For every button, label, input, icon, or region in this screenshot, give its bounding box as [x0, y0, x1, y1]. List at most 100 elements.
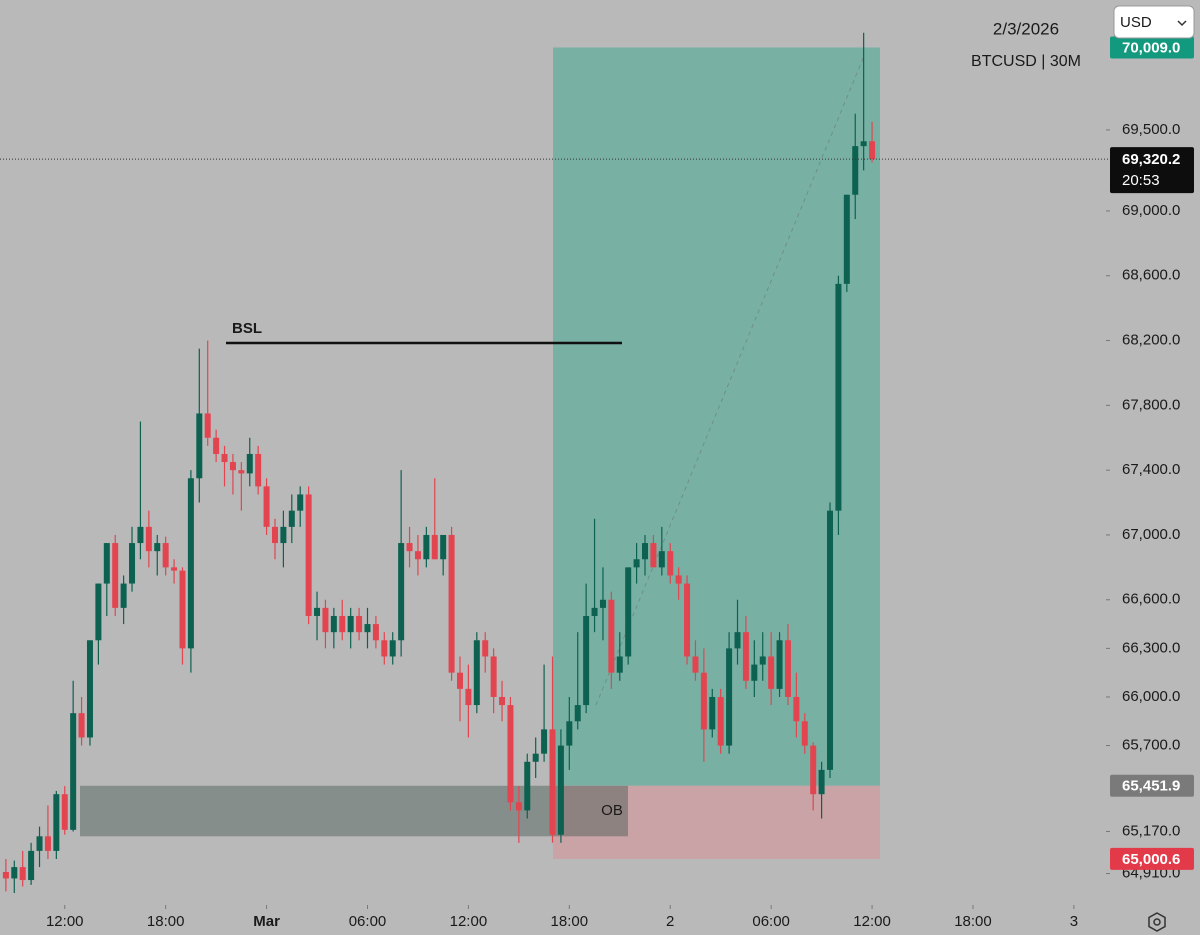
candle-body — [364, 624, 371, 633]
candle-body — [633, 559, 640, 568]
candle-body — [162, 543, 169, 568]
stop-zone — [553, 785, 880, 859]
candle-body — [599, 599, 606, 608]
candle-body — [482, 640, 489, 657]
candle-body — [330, 615, 337, 633]
candle-body — [339, 615, 346, 633]
x-tick-label: 12:00 — [46, 913, 84, 930]
y-tick-label: 66,300.0 — [1122, 639, 1180, 656]
bsl-label: BSL — [232, 320, 262, 337]
candle-body — [776, 640, 783, 689]
candle-body — [204, 413, 211, 438]
x-tick-label: 18:00 — [954, 913, 992, 930]
candle-body — [566, 721, 573, 746]
target-tag-label: 70,009.0 — [1122, 39, 1180, 56]
candle-body — [784, 640, 791, 697]
last-price-label: 69,320.2 — [1122, 151, 1180, 168]
candle-body — [95, 583, 102, 641]
candle-body — [372, 624, 379, 641]
candle-body — [625, 567, 632, 657]
candle-body — [398, 543, 405, 641]
candle-body — [768, 656, 775, 689]
candle-body — [591, 607, 598, 616]
candle-body — [137, 526, 144, 544]
x-tick-label: Mar — [253, 913, 280, 930]
candle-body — [414, 551, 421, 560]
candle-body — [381, 640, 388, 657]
candle-body — [129, 543, 136, 584]
candle-body — [801, 721, 808, 746]
x-tick-label: 3 — [1070, 913, 1078, 930]
candle-body — [524, 761, 531, 811]
candle-body — [843, 194, 850, 284]
candle-body — [734, 632, 741, 649]
candle-body — [196, 413, 203, 479]
candle-body — [448, 534, 455, 673]
candle-body — [246, 453, 253, 474]
candle-body — [490, 656, 497, 697]
candle-body — [70, 713, 77, 830]
candle-body — [44, 836, 51, 851]
candle-body — [717, 696, 724, 746]
settings-icon[interactable] — [1148, 912, 1166, 932]
x-tick-label: 06:00 — [349, 913, 387, 930]
candle-body — [557, 745, 564, 835]
candle-body — [869, 141, 876, 160]
candle-body — [515, 802, 522, 811]
entry-tag-box — [1110, 774, 1194, 797]
trend-dash — [595, 55, 865, 706]
candle-body — [145, 526, 152, 552]
ob-zone — [80, 785, 628, 837]
y-tick-label: 68,600.0 — [1122, 267, 1180, 284]
settings-icon-dot — [1153, 918, 1161, 926]
candle-body — [692, 656, 699, 673]
candle-body — [322, 607, 329, 633]
candle-body — [314, 607, 321, 616]
candle-body — [793, 696, 800, 722]
chart-symbol: BTCUSD | 30M — [971, 53, 1081, 70]
candle-body — [583, 615, 590, 706]
candle-body — [675, 575, 682, 584]
y-tick-label: 69,500.0 — [1122, 121, 1180, 138]
candle-body — [389, 640, 396, 657]
candle-body — [305, 494, 312, 616]
candle-body — [297, 494, 304, 511]
candle-body — [213, 437, 220, 454]
last-price-box — [1110, 147, 1194, 194]
y-tick-label: 65,170.0 — [1122, 822, 1180, 839]
candle-body — [473, 640, 480, 706]
y-tick-label: 65,700.0 — [1122, 737, 1180, 754]
candle-body — [726, 648, 733, 746]
countdown-label: 20:53 — [1122, 172, 1160, 189]
candle-body — [112, 543, 119, 608]
currency-dropdown[interactable] — [1113, 5, 1195, 39]
candle-body — [406, 543, 413, 552]
target-zone — [553, 47, 880, 786]
x-tick-label: 18:00 — [551, 913, 589, 930]
stop-tag-label: 65,000.6 — [1122, 851, 1180, 868]
y-tick-label: 66,000.0 — [1122, 688, 1180, 705]
candle-body — [541, 729, 548, 754]
dropdown-caret — [1177, 20, 1187, 27]
currency-label[interactable]: USD — [1120, 14, 1152, 31]
x-tick-label: 18:00 — [147, 913, 185, 930]
candle-body — [709, 696, 716, 730]
candle-body — [53, 794, 60, 851]
candle-body — [684, 583, 691, 657]
candle-body — [28, 850, 35, 881]
candle-body — [36, 836, 43, 851]
candle-body — [221, 453, 228, 463]
candle-body — [78, 713, 85, 738]
candle-body — [650, 543, 657, 568]
candle-body — [431, 534, 438, 560]
candle-body — [187, 478, 194, 649]
y-tick-label: 69,000.0 — [1122, 202, 1180, 219]
candle-body — [574, 705, 581, 722]
candle-body — [103, 543, 110, 584]
target-tag-box — [1110, 36, 1194, 59]
ob-label: OB — [601, 802, 623, 819]
candle-body — [499, 696, 506, 706]
candle-body — [827, 510, 834, 770]
